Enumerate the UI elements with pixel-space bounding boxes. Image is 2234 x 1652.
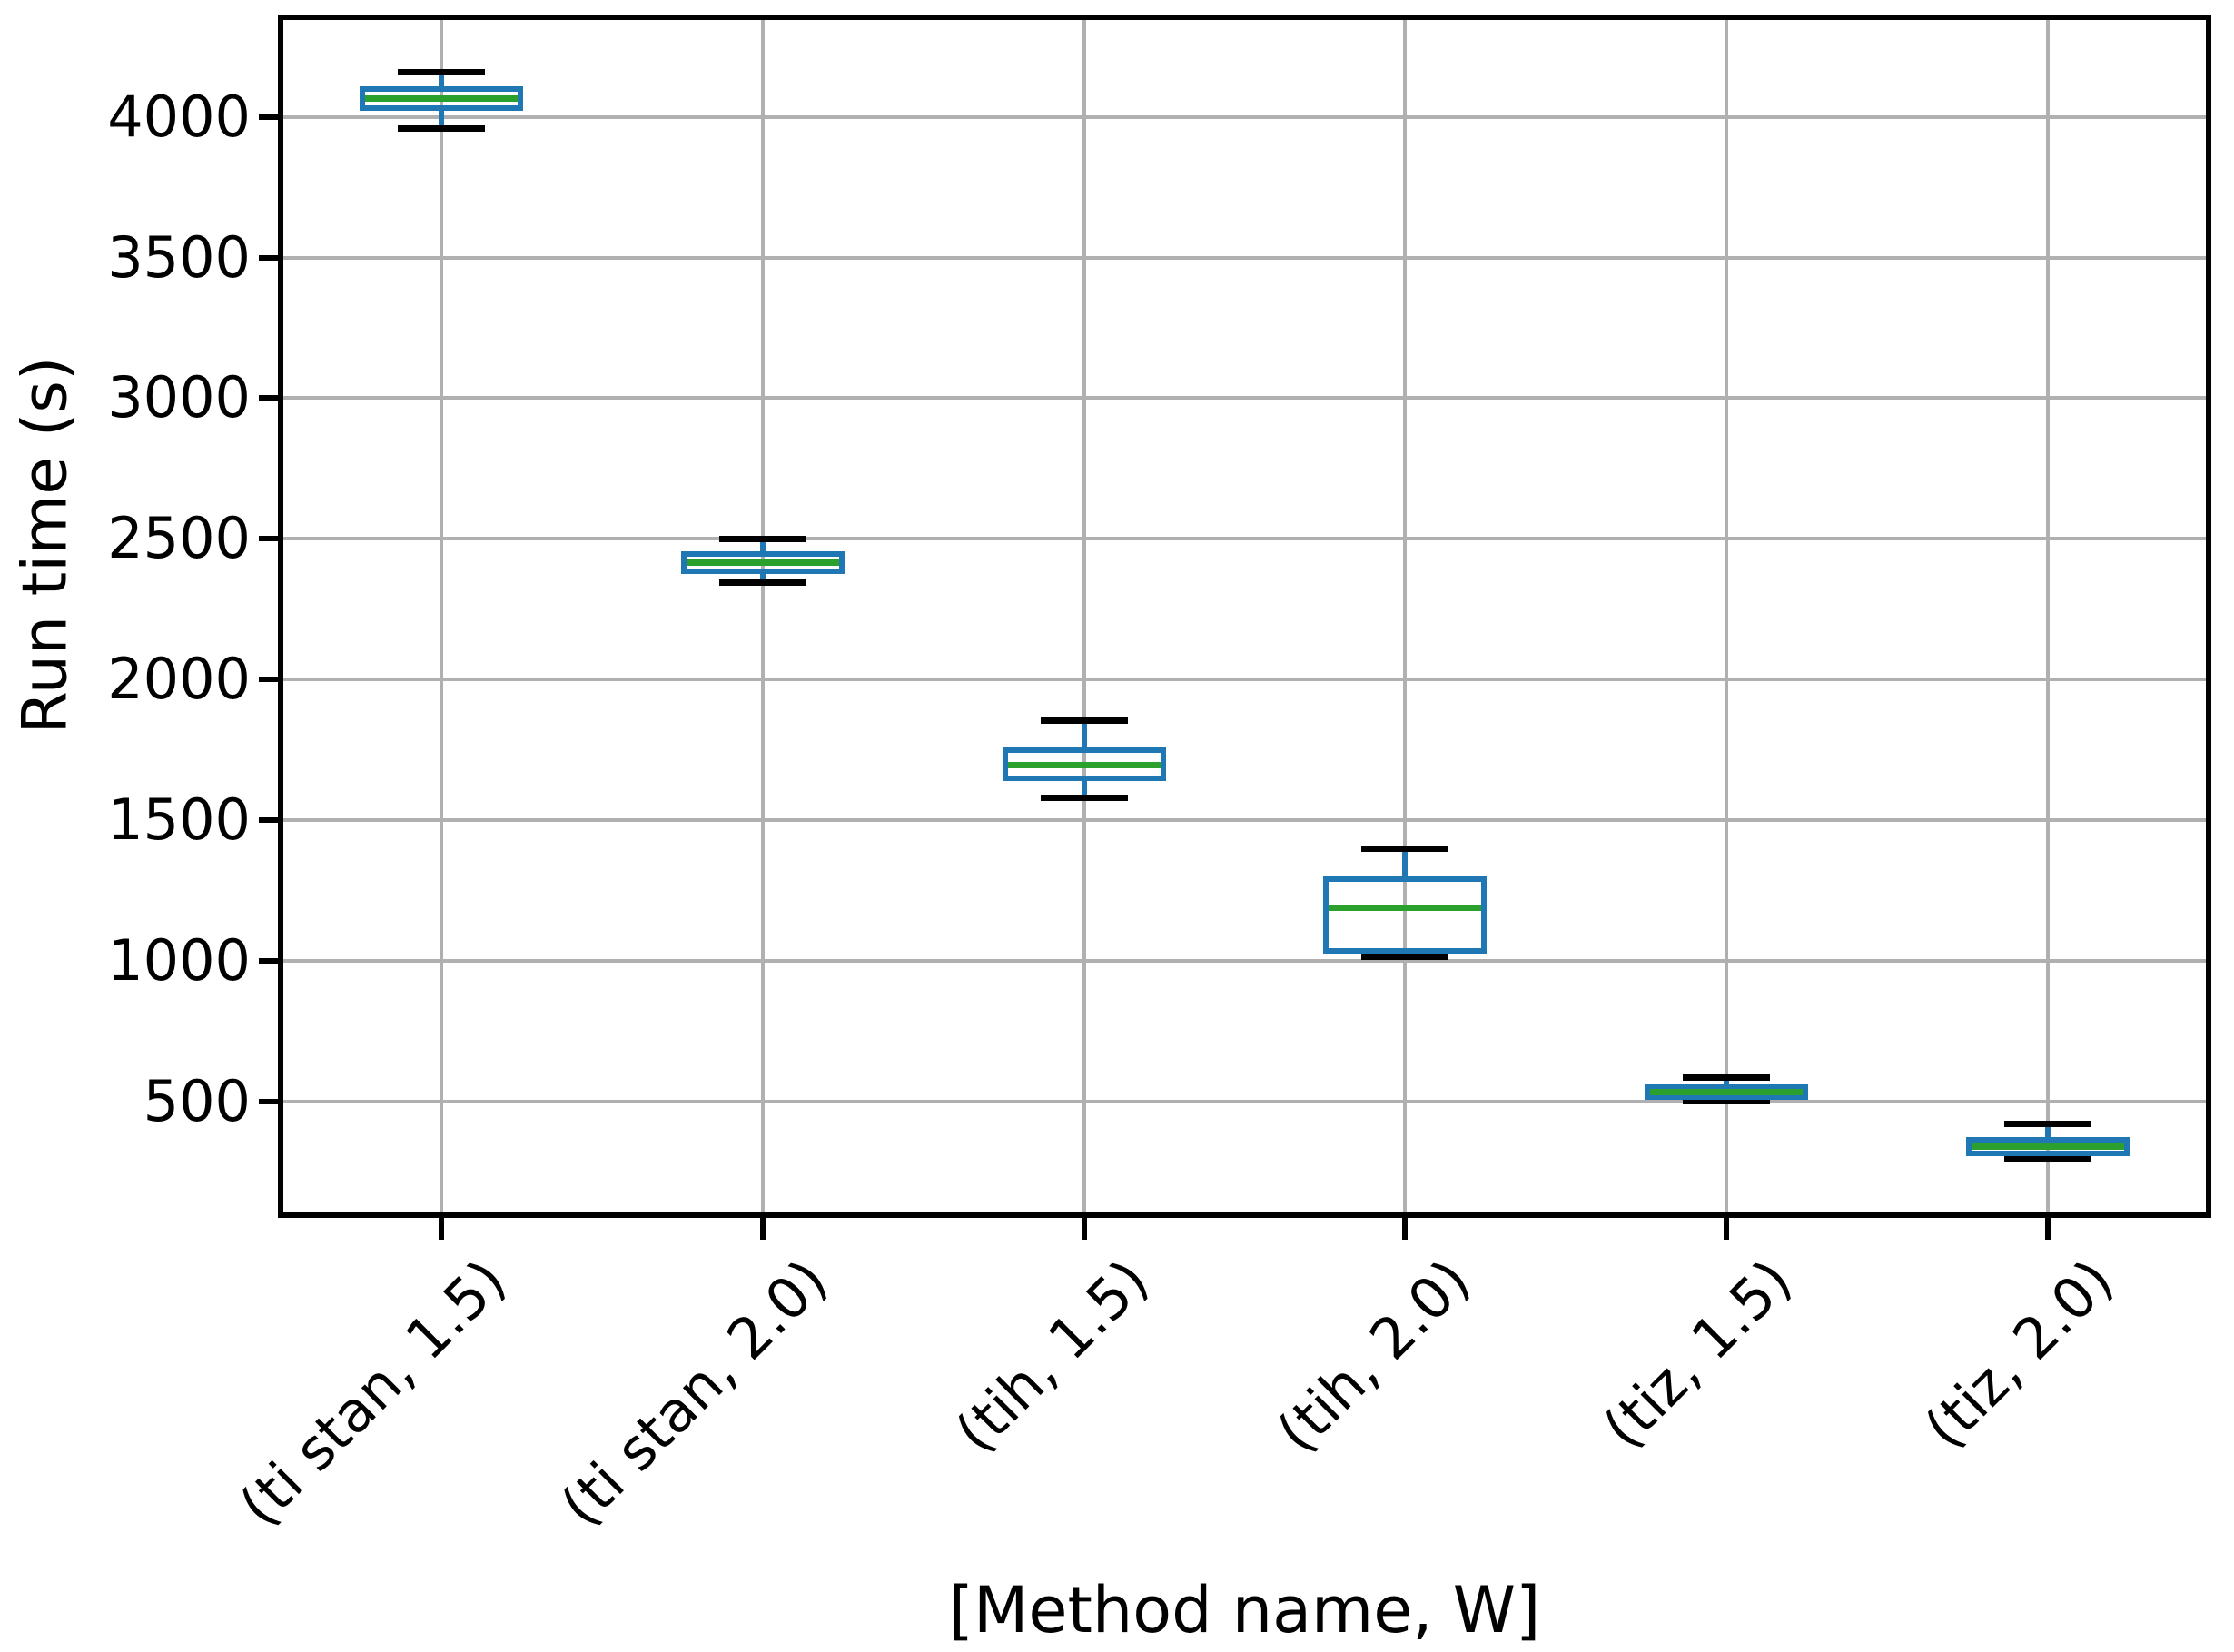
whisker-cap-lower	[718, 579, 806, 586]
y-tick-mark	[259, 817, 281, 824]
box-edge-right	[1160, 747, 1166, 781]
h-gridline	[281, 1099, 2209, 1103]
h-gridline	[281, 678, 2209, 682]
v-gridline	[1082, 17, 1086, 1215]
box-edge-top	[1966, 1136, 2130, 1143]
h-gridline	[281, 255, 2209, 260]
whisker-cap-upper	[1683, 1074, 1771, 1082]
whisker-cap-lower	[1361, 953, 1449, 960]
y-tick-label: 500	[143, 1067, 251, 1134]
x-tick-label: (ti stan, 1.5)	[226, 1246, 519, 1539]
box-edge-bottom	[1966, 1151, 2130, 1157]
y-tick-label: 4000	[107, 83, 251, 150]
y-tick-mark	[259, 1098, 281, 1104]
box-edge-left	[1002, 747, 1008, 781]
whisker-cap-upper	[2004, 1121, 2092, 1128]
v-gridline	[760, 17, 765, 1215]
whisker-stem-upper	[759, 539, 766, 555]
median-line	[364, 95, 518, 103]
box-edge-right	[517, 85, 523, 112]
box-edge-top	[1323, 876, 1488, 883]
whisker-stem-lower	[438, 108, 444, 129]
y-tick-label: 3500	[107, 223, 251, 291]
v-gridline	[439, 17, 443, 1215]
whisker-cap-lower	[2004, 1155, 2092, 1162]
whisker-cap-lower	[1683, 1098, 1771, 1105]
median-line	[1650, 1088, 1804, 1095]
box-edge-top	[680, 551, 845, 558]
y-tick-mark	[259, 957, 281, 964]
whisker-cap-upper	[397, 68, 485, 75]
box-edge-bottom	[1645, 1094, 1809, 1101]
h-gridline	[281, 114, 2209, 119]
median-line	[686, 559, 839, 567]
y-tick-mark	[259, 395, 281, 401]
x-tick-mark	[438, 1218, 444, 1240]
h-gridline	[281, 958, 2209, 963]
whisker-stem-upper	[1724, 1077, 1730, 1088]
x-tick-mark	[2045, 1218, 2051, 1240]
whisker-cap-upper	[1040, 717, 1128, 724]
x-tick-mark	[1402, 1218, 1409, 1240]
v-gridline	[2046, 17, 2051, 1215]
y-tick-label: 2000	[107, 646, 251, 713]
y-tick-label: 3000	[107, 364, 251, 431]
h-gridline	[281, 537, 2209, 541]
box-edge-left	[1645, 1084, 1651, 1101]
whisker-stem-upper	[1402, 848, 1409, 880]
x-tick-label: (tiz, 1.5)	[1589, 1246, 1804, 1461]
box-edge-left	[680, 551, 687, 574]
whisker-cap-upper	[718, 535, 806, 542]
box-edge-top	[359, 85, 523, 92]
whisker-stem-upper	[1081, 720, 1087, 750]
box-edge-bottom	[1323, 948, 1488, 955]
y-tick-mark	[259, 536, 281, 542]
v-gridline	[1725, 17, 1729, 1215]
box-edge-left	[1323, 876, 1330, 955]
box-edge-left	[1966, 1136, 1972, 1157]
median-line	[1972, 1143, 2125, 1150]
x-axis-label: [Method name, W]	[948, 1573, 1541, 1647]
y-tick-mark	[259, 254, 281, 261]
whisker-stem-lower	[759, 570, 766, 583]
box-edge-right	[1803, 1084, 1809, 1101]
x-tick-label: (ti stan, 2.0)	[548, 1246, 841, 1539]
axes-frame	[278, 15, 2211, 1218]
whisker-cap-lower	[397, 124, 485, 132]
whisker-stem-lower	[1081, 777, 1087, 798]
median-line	[1007, 762, 1161, 769]
v-gridline	[1403, 17, 1408, 1215]
y-tick-label: 1000	[107, 926, 251, 994]
y-tick-label: 2500	[107, 505, 251, 572]
x-tick-mark	[759, 1218, 766, 1240]
box-edge-right	[2124, 1136, 2130, 1157]
x-tick-mark	[1724, 1218, 1730, 1240]
whisker-stem-upper	[2045, 1123, 2051, 1140]
y-tick-label: 1500	[107, 786, 251, 854]
y-tick-mark	[259, 114, 281, 120]
box-edge-bottom	[1002, 775, 1166, 781]
h-gridline	[281, 396, 2209, 401]
box-edge-left	[359, 85, 365, 112]
box-edge-bottom	[359, 105, 523, 112]
x-tick-label: (tih, 2.0)	[1264, 1246, 1483, 1466]
box-edge-right	[838, 551, 845, 574]
x-tick-label: (tih, 1.5)	[943, 1246, 1161, 1466]
y-tick-mark	[259, 677, 281, 683]
h-gridline	[281, 818, 2209, 823]
x-tick-mark	[1081, 1218, 1087, 1240]
box-edge-bottom	[680, 568, 845, 574]
box-edge-top	[1645, 1084, 1809, 1091]
whisker-stem-upper	[438, 72, 444, 89]
whisker-cap-lower	[1040, 794, 1128, 801]
x-tick-label: (tiz, 2.0)	[1911, 1246, 2126, 1461]
box-edge-right	[1481, 876, 1488, 955]
whisker-cap-upper	[1361, 845, 1449, 852]
median-line	[1329, 904, 1482, 911]
box-edge-top	[1002, 747, 1166, 753]
